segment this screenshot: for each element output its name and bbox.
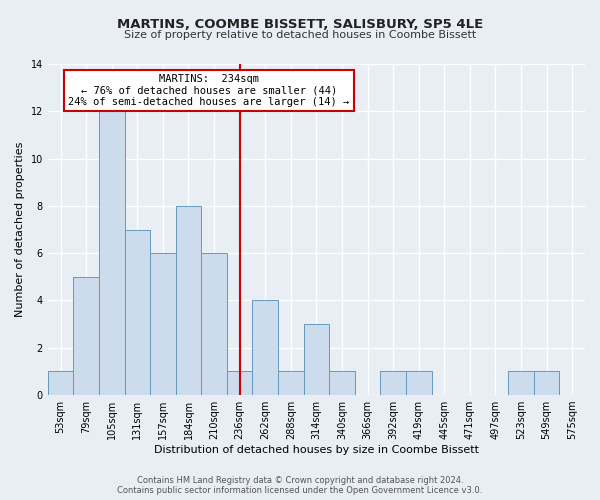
Bar [150,253,176,395]
Bar [278,372,304,395]
Y-axis label: Number of detached properties: Number of detached properties [15,142,25,317]
Bar [329,372,355,395]
Bar [227,372,253,395]
Text: Size of property relative to detached houses in Coombe Bissett: Size of property relative to detached ho… [124,30,476,40]
Bar [201,253,227,395]
Bar [406,372,431,395]
Text: Contains HM Land Registry data © Crown copyright and database right 2024.
Contai: Contains HM Land Registry data © Crown c… [118,476,482,495]
X-axis label: Distribution of detached houses by size in Coombe Bissett: Distribution of detached houses by size … [154,445,479,455]
Bar [508,372,534,395]
Bar [380,372,406,395]
Text: MARTINS:  234sqm
← 76% of detached houses are smaller (44)
24% of semi-detached : MARTINS: 234sqm ← 76% of detached houses… [68,74,350,107]
Bar [304,324,329,395]
Bar [253,300,278,395]
Bar [176,206,201,395]
Text: MARTINS, COOMBE BISSETT, SALISBURY, SP5 4LE: MARTINS, COOMBE BISSETT, SALISBURY, SP5 … [117,18,483,30]
Bar [48,372,73,395]
Bar [534,372,559,395]
Bar [99,112,125,395]
Bar [125,230,150,395]
Bar [73,277,99,395]
